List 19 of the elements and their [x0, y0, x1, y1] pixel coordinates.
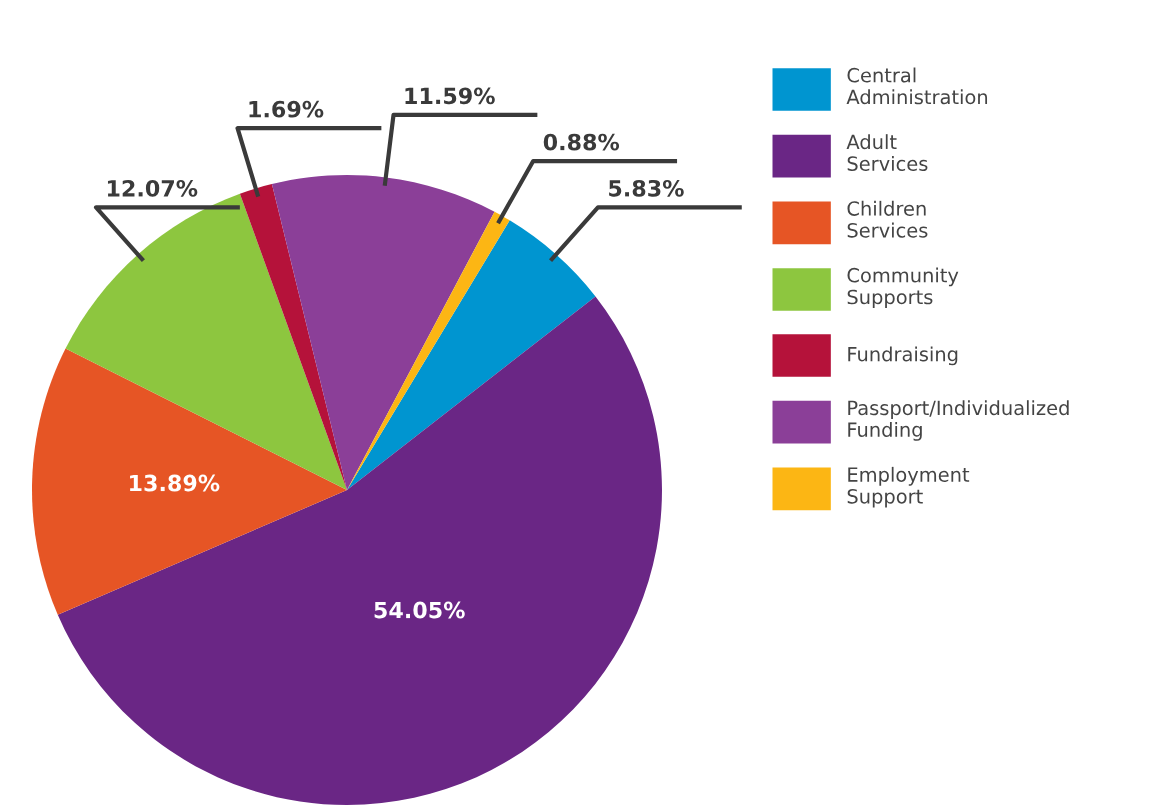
legend-label: Community Supports — [847, 267, 959, 309]
legend-label: Children Services — [847, 200, 928, 238]
data-label: 5.83% — [609, 179, 684, 197]
pie-slice — [239, 184, 347, 490]
pie-slice — [347, 220, 596, 490]
data-label: 12.07% — [107, 179, 198, 197]
data-label: 1.69% — [249, 100, 324, 118]
pie-slice — [32, 348, 347, 615]
data-label: 54.05% — [374, 601, 465, 619]
legend-label: Employment Support — [847, 466, 970, 508]
data-label: 11.59% — [405, 87, 495, 105]
pie-slice — [271, 175, 495, 490]
legend-label: Central Administration — [846, 67, 988, 105]
data-label: 0.88% — [543, 133, 620, 151]
legend-label: Adult Services — [846, 134, 928, 171]
legend-label: Passport/Individualized Funding — [848, 400, 1069, 441]
pie-slice — [57, 296, 662, 805]
legend-label: Fundraising — [848, 346, 958, 366]
data-label: 13.89% — [130, 474, 220, 492]
